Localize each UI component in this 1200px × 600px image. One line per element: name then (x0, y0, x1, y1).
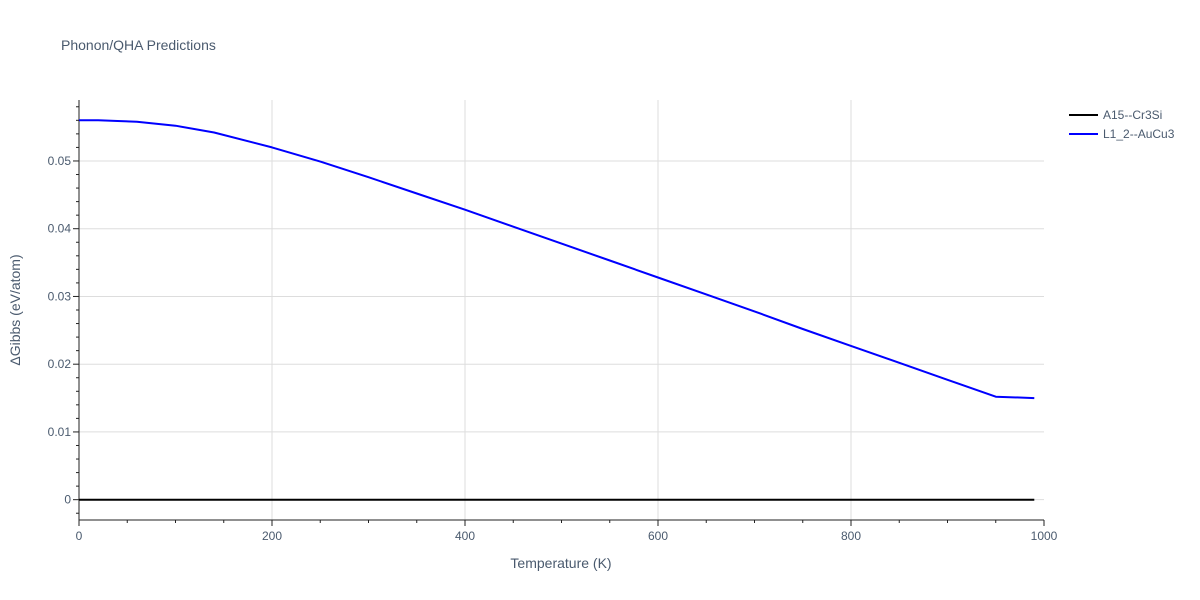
y-tick-label: 0.04 (48, 222, 72, 236)
y-tick-label: 0.03 (48, 289, 72, 303)
x-tick-label: 1000 (1031, 529, 1058, 543)
x-tick-label: 400 (455, 529, 475, 543)
y-axis-title: ΔGibbs (eV/atom) (7, 254, 23, 365)
x-tick-label: 800 (841, 529, 861, 543)
legend-label: A15--Cr3Si (1103, 108, 1162, 122)
x-axis-title: Temperature (K) (510, 555, 611, 571)
chart-title: Phonon/QHA Predictions (61, 37, 216, 53)
y-tick-label: 0.01 (48, 425, 72, 439)
legend-label: L1_2--AuCu3 (1103, 127, 1175, 141)
x-tick-label: 200 (262, 529, 282, 543)
y-tick-label: 0.05 (48, 154, 72, 168)
y-tick-label: 0.02 (48, 357, 72, 371)
legend: A15--Cr3Si L1_2--AuCu3 (1069, 108, 1175, 141)
grid-layer (79, 100, 1044, 520)
series-line-2 (79, 119, 1035, 400)
axes-layer: 0 200 400 600 800 1000 0 0.01 0.02 0.03 0.04 0.05 (48, 100, 1058, 543)
x-tick-label: 600 (648, 529, 668, 543)
x-tick-label: 0 (76, 529, 83, 543)
y-tick-label: 0 (64, 493, 71, 507)
series-layer (79, 119, 1035, 501)
